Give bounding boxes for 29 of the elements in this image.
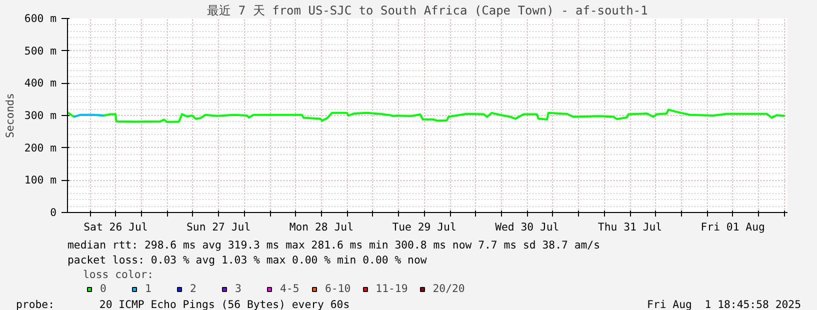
x-tick-label: Mon 28 Jul [289, 220, 354, 234]
y-tick-label: 0 [50, 206, 57, 219]
chart-title: 最近 7 天 from US-SJC to South Africa (Cape Town) - af-south-1 [207, 4, 648, 18]
y-tick-label: 600 m [24, 12, 56, 25]
legend-label: 3 [235, 282, 242, 295]
x-tick-label: Sun 27 Jul [186, 220, 251, 234]
legend-label: 0 [100, 282, 108, 295]
text: median rtt: 298.6 ms avg 319.3 ms max 281.6 ms min 300.8 ms now 7.7 ms sd 38.7 am/s [68, 238, 600, 252]
legend-label: 1 [145, 282, 152, 295]
x-tick-label: Sat 26 Jul [84, 220, 148, 234]
y-tick-label: 300 m [24, 109, 56, 122]
text: packet loss: 0.03 % avg 1.03 % max 0.00 % min 0.00 % now [68, 254, 428, 266]
legend-title: loss color: [83, 268, 155, 281]
x-tick-label: Tue 29 Jul [392, 220, 456, 234]
legend-label: 6-10 [325, 282, 351, 295]
y-tick-label: 200 m [24, 141, 56, 154]
y-tick-label: 400 m [24, 76, 56, 90]
legend-label: 4-5 [280, 282, 300, 295]
x-tick-label: Wed 30 Jul [495, 220, 560, 234]
text: probe: 20 ICMP Echo Pings (56 Bytes) every 60s [16, 298, 350, 310]
legend-label: 11-19 [376, 282, 408, 295]
y-tick-label: 100 m [24, 174, 56, 187]
y-axis-title: Seconds [3, 93, 16, 138]
y-tick-label: 500 m [24, 44, 56, 58]
x-tick-label: Fri 01 Aug [700, 220, 765, 234]
legend-label: 20/20 [432, 282, 465, 295]
x-tick-label: Thu 31 Jul [598, 220, 662, 234]
text: Fri Aug 1 18:45:58 2025 [647, 298, 801, 310]
legend-label: 2 [190, 282, 198, 295]
